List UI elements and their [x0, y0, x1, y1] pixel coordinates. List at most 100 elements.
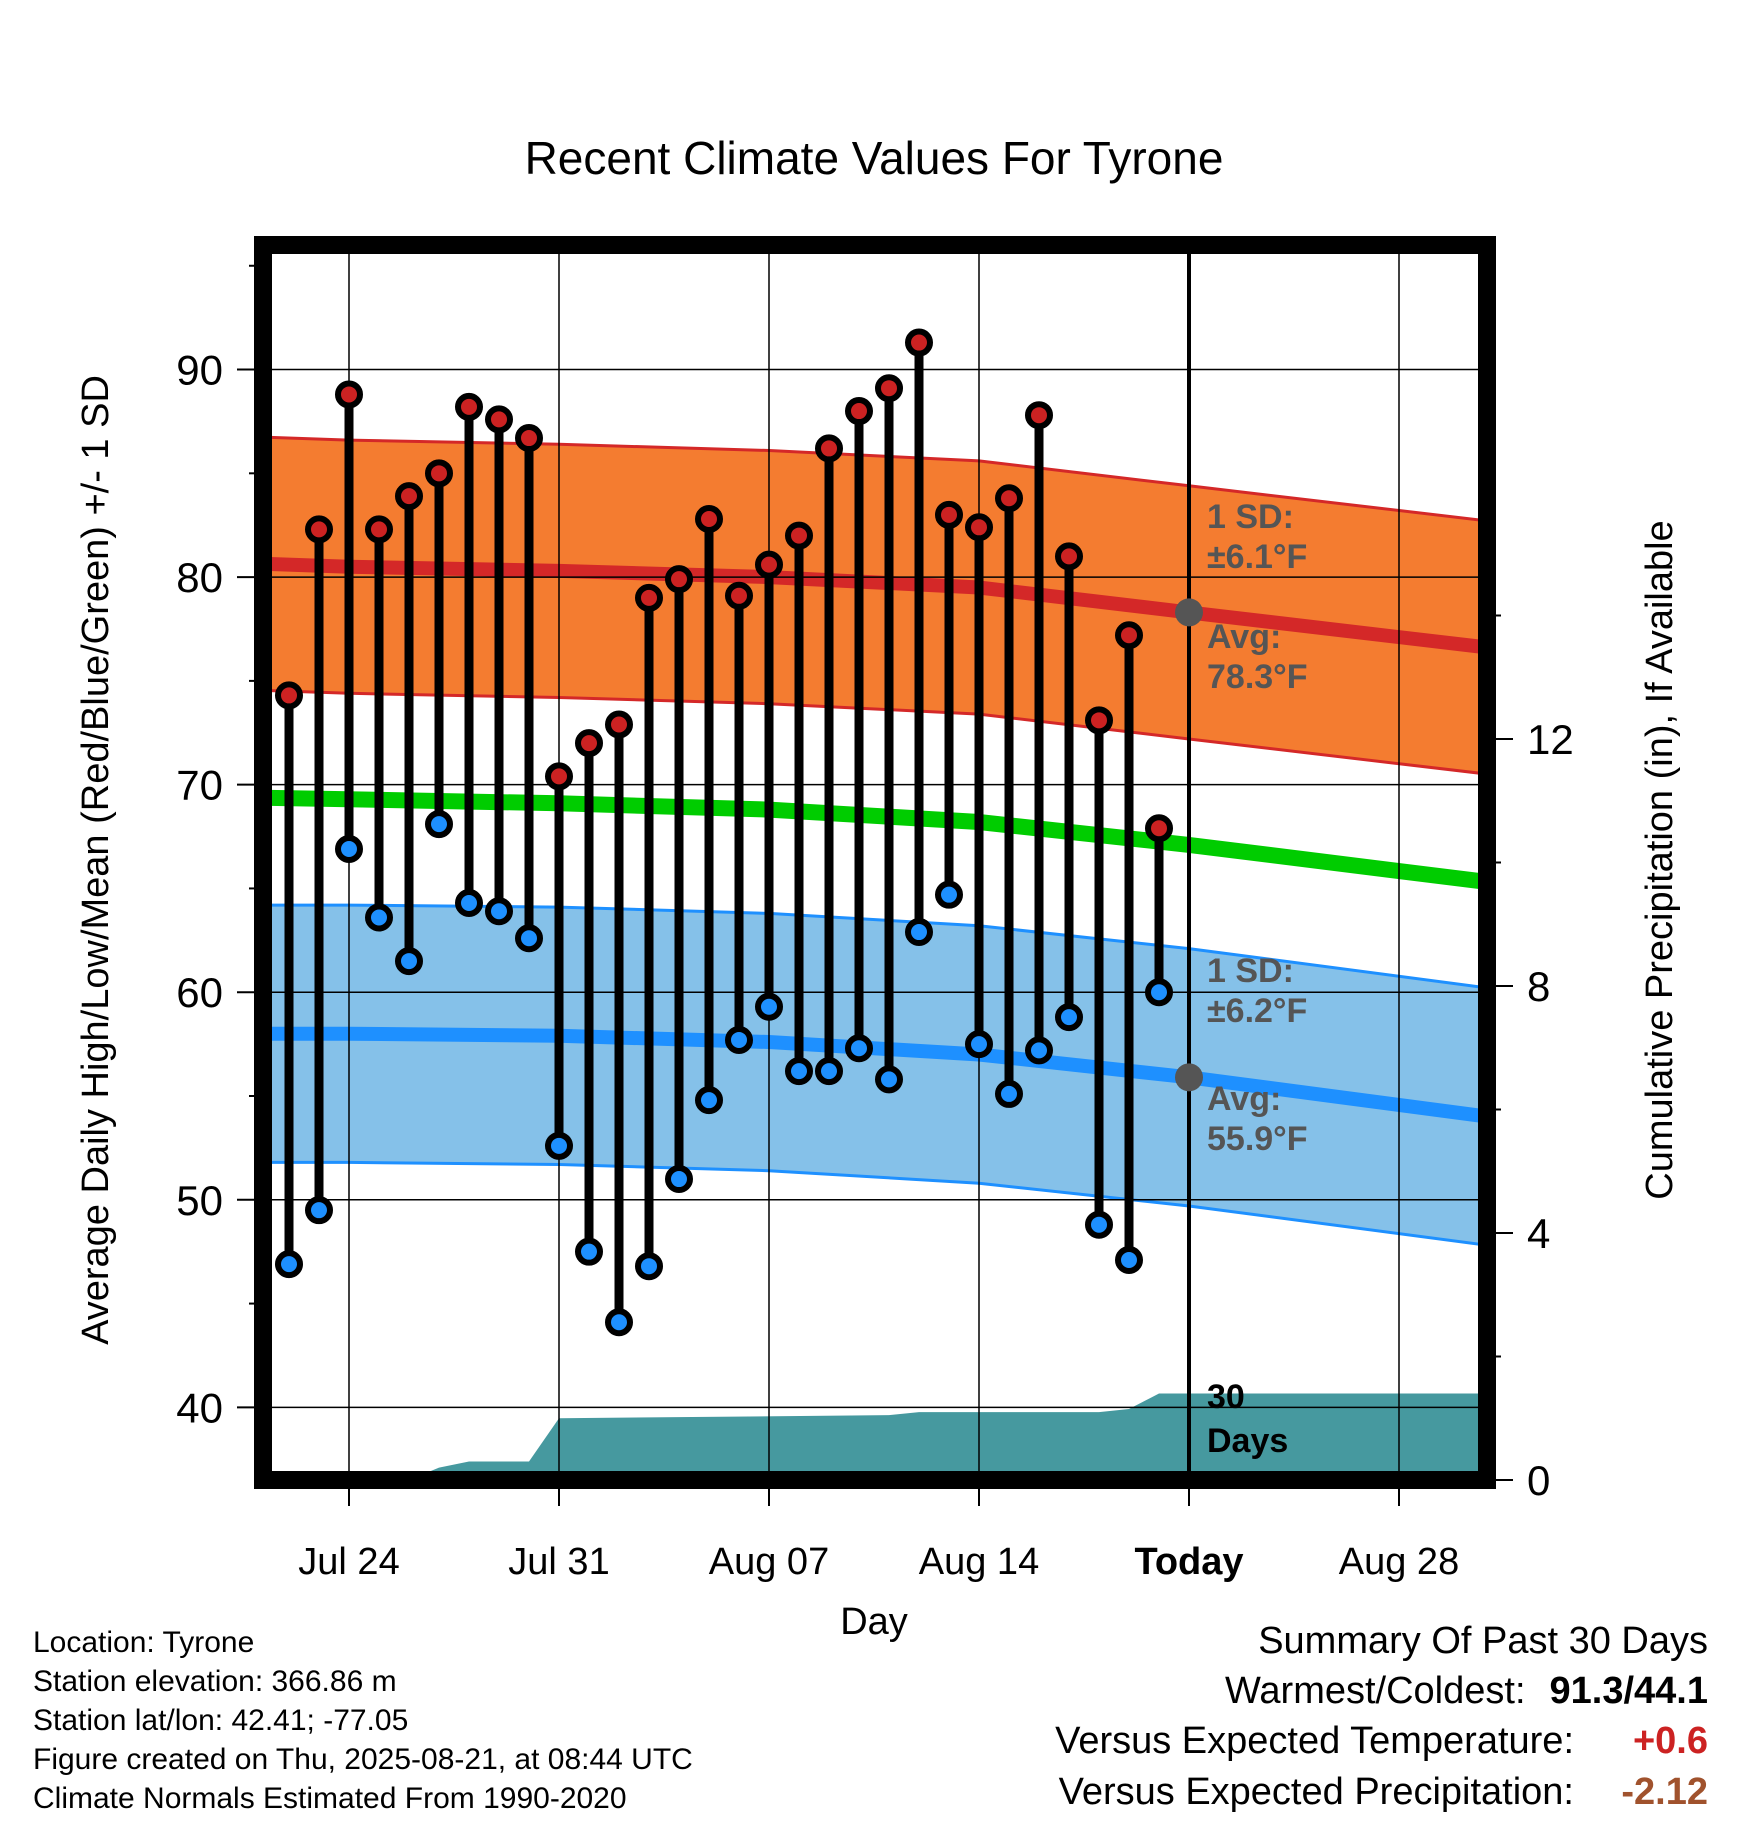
high-point	[965, 513, 993, 542]
info-location: Location: Tyrone	[33, 1626, 255, 1659]
summary-precip-value: -2.12	[1621, 1771, 1708, 1813]
y-tick-label: 70	[176, 762, 223, 809]
low-point	[1055, 1003, 1083, 1032]
low-point	[845, 1034, 873, 1063]
high-point	[935, 500, 963, 529]
low-point	[1085, 1210, 1113, 1239]
low-point	[665, 1165, 693, 1194]
today-high-avg-marker	[1175, 598, 1203, 627]
y-tick-label: 80	[176, 554, 223, 601]
low-point	[785, 1057, 813, 1086]
low-point	[485, 897, 513, 926]
high-point	[815, 434, 843, 463]
summary-temp-value: +0.6	[1632, 1720, 1708, 1762]
low-point	[605, 1308, 633, 1337]
low-point	[515, 924, 543, 953]
info-elevation: Station elevation: 366.86 m	[33, 1665, 397, 1698]
precip-area	[349, 1393, 1487, 1480]
high-sd-label: 1 SD:	[1207, 498, 1294, 536]
high-point	[275, 681, 303, 710]
y2-tick-label: 4	[1527, 1210, 1550, 1257]
y-tick-label: 50	[176, 1177, 223, 1224]
summary-title: Summary Of Past 30 Days	[1258, 1620, 1708, 1662]
low-point	[365, 903, 393, 932]
low-point	[935, 880, 963, 909]
high-avg-label: Avg:	[1207, 618, 1281, 656]
high-point	[1085, 706, 1113, 735]
high-sd-value: ±6.1°F	[1207, 538, 1307, 576]
x-tick-label: Jul 31	[508, 1541, 609, 1583]
high-point	[605, 710, 633, 739]
summary-precip: Versus Expected Precipitation: -2.12	[1059, 1772, 1708, 1812]
summary-temp: Versus Expected Temperature: +0.6	[1055, 1721, 1708, 1761]
high-point	[305, 515, 333, 544]
low-avg-value: 55.9°F	[1207, 1120, 1308, 1158]
x-tick-label: Aug 07	[709, 1541, 829, 1583]
high-point	[425, 459, 453, 488]
high-point	[1145, 814, 1173, 843]
high-point	[1115, 621, 1143, 650]
y-tick-label: 90	[176, 347, 223, 394]
high-sd-band	[263, 437, 1487, 775]
y-tick-label: 60	[176, 969, 223, 1016]
low-point	[635, 1252, 663, 1281]
x-tick-label: Aug 28	[1339, 1541, 1459, 1583]
info-normals: Climate Normals Estimated From 1990-2020	[33, 1782, 627, 1815]
low-point	[1115, 1245, 1143, 1274]
low-sd-band	[263, 905, 1487, 1246]
y2-tick-label: 0	[1527, 1457, 1550, 1504]
high-point	[335, 380, 363, 409]
high-point	[845, 397, 873, 426]
y2-axis-label: Cumulative Precipitation (in), If Availa…	[1639, 520, 1681, 1199]
x-tick-label: Today	[1134, 1541, 1243, 1583]
low-point	[995, 1079, 1023, 1108]
high-point	[1055, 542, 1083, 571]
precip-label-30: 30	[1207, 1378, 1245, 1416]
info-latlon: Station lat/lon: 42.41; -77.05	[33, 1704, 409, 1737]
low-sd-label: 1 SD:	[1207, 952, 1294, 990]
low-point	[725, 1025, 753, 1054]
x-tick-label: Aug 14	[919, 1541, 1039, 1583]
low-point	[965, 1030, 993, 1059]
summary-warm-cold-value: 91.3/44.1	[1549, 1670, 1708, 1712]
low-point	[275, 1250, 303, 1279]
high-point	[695, 504, 723, 533]
plot-content	[263, 245, 1487, 1480]
low-point	[395, 947, 423, 976]
low-point	[455, 888, 483, 917]
info-created: Figure created on Thu, 2025-08-21, at 08…	[33, 1743, 693, 1776]
summary-precip-label: Versus Expected Precipitation:	[1058, 1771, 1574, 1813]
summary-warm-cold: Warmest/Coldest: 91.3/44.1	[1225, 1671, 1708, 1711]
summary-temp-label: Versus Expected Temperature:	[1055, 1720, 1574, 1762]
low-avg-label: Avg:	[1207, 1080, 1281, 1118]
low-point	[305, 1196, 333, 1225]
low-point	[1145, 978, 1173, 1007]
today-low-avg-marker	[1175, 1063, 1203, 1092]
high-point	[515, 424, 543, 453]
low-point	[695, 1086, 723, 1115]
high-point	[575, 729, 603, 758]
low-point	[875, 1065, 903, 1094]
high-point	[875, 374, 903, 403]
y2-tick-label: 8	[1527, 963, 1550, 1010]
precip-label-days: Days	[1207, 1422, 1288, 1460]
low-point	[815, 1057, 843, 1086]
low-point	[335, 835, 363, 864]
high-point	[395, 482, 423, 511]
high-point	[545, 762, 573, 791]
high-point	[785, 521, 813, 550]
high-point	[635, 583, 663, 612]
y-tick-label: 40	[176, 1384, 223, 1431]
high-point	[905, 328, 933, 357]
low-point	[575, 1237, 603, 1266]
summary-warm-cold-label: Warmest/Coldest:	[1224, 1670, 1526, 1712]
high-avg-value: 78.3°F	[1207, 658, 1308, 696]
high-point	[365, 515, 393, 544]
low-sd-value: ±6.2°F	[1207, 992, 1307, 1030]
high-point	[755, 550, 783, 579]
low-point	[545, 1131, 573, 1160]
low-point	[905, 918, 933, 947]
chart-title: Recent Climate Values For Tyrone	[525, 132, 1224, 184]
